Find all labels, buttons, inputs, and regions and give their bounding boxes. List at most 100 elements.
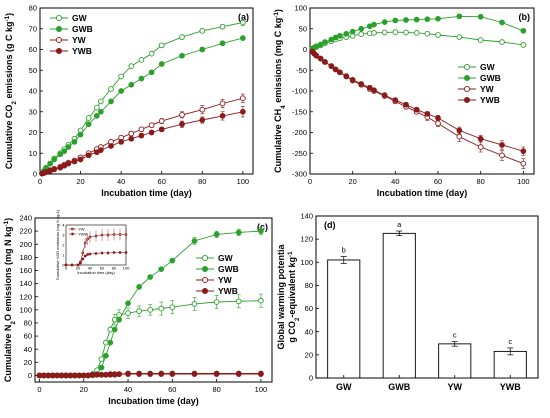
data-point xyxy=(148,129,155,136)
data-point xyxy=(435,32,441,38)
inset-legend-marker xyxy=(71,232,74,236)
data-point xyxy=(118,138,124,145)
y-tick-label: -50 xyxy=(296,66,307,75)
data-point xyxy=(51,166,58,173)
series-gwb xyxy=(39,35,246,176)
legend-marker xyxy=(55,36,63,44)
data-point xyxy=(499,152,505,159)
data-point xyxy=(424,30,431,37)
x-tick-label: 20 xyxy=(80,385,88,394)
legend-marker xyxy=(463,74,471,82)
panel-a: 0 20 40 60 80 100 0 10 20 30 40 50 60 70 80 Incubation … xyxy=(4,4,254,198)
y-tick-label: 120 xyxy=(19,292,32,301)
bar xyxy=(382,232,416,379)
y-tick-label: 220 xyxy=(19,227,32,236)
data-point xyxy=(358,31,365,37)
y-tick-label: 120 xyxy=(300,235,313,244)
inset-y-tick-label: 3 xyxy=(62,232,65,237)
data-point xyxy=(138,75,145,82)
data-point xyxy=(392,29,399,35)
inset-data-point xyxy=(70,263,74,267)
data-point xyxy=(317,55,324,62)
inset-chart: 0 20 40 60 80 100 0 1 2 3 4 Incubation time (day) Cu… xyxy=(55,209,130,280)
series-ywb xyxy=(39,106,246,177)
legend-marker xyxy=(463,63,471,71)
y-tick-label: 60 xyxy=(29,45,37,54)
x-axis-title: Incubation time (day) xyxy=(101,188,192,198)
x-tick-label: 60 xyxy=(158,177,166,186)
data-point xyxy=(371,21,377,28)
y-tick-label: 100 xyxy=(294,4,307,13)
x-tick-label: 80 xyxy=(212,385,220,394)
data-point xyxy=(191,370,198,377)
data-point xyxy=(98,364,105,371)
legend-marker xyxy=(463,96,471,104)
inset-x-axis-title: Incubation time (day) xyxy=(77,270,115,275)
legend-label: GW xyxy=(480,62,496,72)
x-tick-label: 100 xyxy=(255,385,268,394)
y-axis-title-line2: g CO2-equivalent kg-1 xyxy=(287,251,301,343)
data-point xyxy=(332,66,339,73)
data-point xyxy=(258,228,264,234)
data-point xyxy=(147,274,154,280)
y-tick-label: 80 xyxy=(24,319,32,328)
plot-frame xyxy=(315,215,539,379)
y-tick-label: -100 xyxy=(292,87,307,96)
y-tick-label: 100 xyxy=(300,258,313,267)
data-point xyxy=(148,69,155,76)
data-point xyxy=(240,108,246,115)
x-tick-label: 60 xyxy=(434,177,442,186)
inset-data-point xyxy=(79,261,82,265)
y-tick-label: -200 xyxy=(292,128,307,137)
data-point xyxy=(520,42,527,48)
data-point xyxy=(456,133,463,140)
data-point xyxy=(158,126,165,133)
legend-label: GWB xyxy=(72,24,93,34)
inset-data-point xyxy=(88,252,92,256)
inset-data-point xyxy=(124,251,128,254)
data-point xyxy=(128,63,135,69)
data-point xyxy=(337,32,343,39)
data-point xyxy=(499,19,505,26)
data-point xyxy=(349,76,356,83)
data-point xyxy=(199,27,206,34)
inset-data-point xyxy=(118,233,122,236)
data-point xyxy=(477,144,484,150)
data-point xyxy=(235,370,242,377)
data-point xyxy=(199,117,206,123)
legend-marker xyxy=(463,85,471,93)
inset-data-point xyxy=(81,257,85,261)
data-point xyxy=(403,17,409,23)
inset-data-point xyxy=(106,233,110,237)
significance-letter: b xyxy=(342,246,346,255)
data-point xyxy=(158,118,165,124)
data-point xyxy=(258,370,264,377)
x-tick-label: 0 xyxy=(38,177,42,186)
y-tick-label: 0 xyxy=(33,170,37,179)
y-tick-label: 20 xyxy=(305,350,313,359)
data-point xyxy=(169,257,176,264)
bar xyxy=(327,259,361,379)
data-point xyxy=(435,120,441,127)
data-point xyxy=(358,25,365,32)
data-point xyxy=(343,30,350,37)
data-point xyxy=(520,27,527,34)
significance-letter: c xyxy=(453,331,457,340)
x-tick-label: 40 xyxy=(391,177,399,186)
y-axis-title: Cumulative N2O emissions (mg N kg-1) xyxy=(3,218,17,382)
data-point xyxy=(381,92,388,99)
data-point xyxy=(98,356,105,362)
data-point xyxy=(240,95,246,102)
legend-marker xyxy=(201,276,209,284)
data-point xyxy=(424,110,431,117)
y-tick-label: 40 xyxy=(29,87,37,96)
inset-data-point xyxy=(94,234,98,238)
y-tick-label: 0 xyxy=(28,371,32,380)
significance-letter: c xyxy=(508,337,512,346)
y-tick-label: 70 xyxy=(29,24,37,33)
inset-data-point xyxy=(83,254,87,258)
legend-label: YW xyxy=(218,275,233,285)
